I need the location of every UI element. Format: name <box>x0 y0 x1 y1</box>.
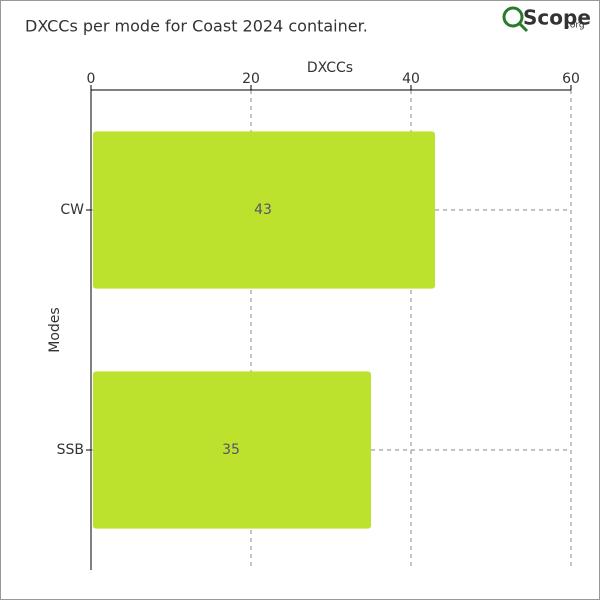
logo-icon <box>517 21 529 33</box>
x-tick-label: 0 <box>87 71 96 87</box>
logo-icon <box>502 6 524 28</box>
y-tick-label: CW <box>60 202 84 218</box>
logo-suffix: .org <box>567 21 585 31</box>
x-tick-label: 40 <box>402 71 420 87</box>
x-axis-label: DXCCs <box>307 60 353 76</box>
bar <box>93 131 435 289</box>
value-label: 43 <box>254 202 272 218</box>
logo: Scope .org <box>502 6 591 33</box>
value-label: 35 <box>222 442 240 458</box>
y-axis-label: Modes <box>47 307 63 352</box>
x-tick-label: 20 <box>242 71 260 87</box>
bar <box>93 371 371 529</box>
logo-text: Scope <box>523 6 591 30</box>
chart-title: DXCCs per mode for Coast 2024 container. <box>25 17 368 36</box>
x-tick-label: 60 <box>562 71 580 87</box>
y-tick-label: SSB <box>57 442 84 458</box>
